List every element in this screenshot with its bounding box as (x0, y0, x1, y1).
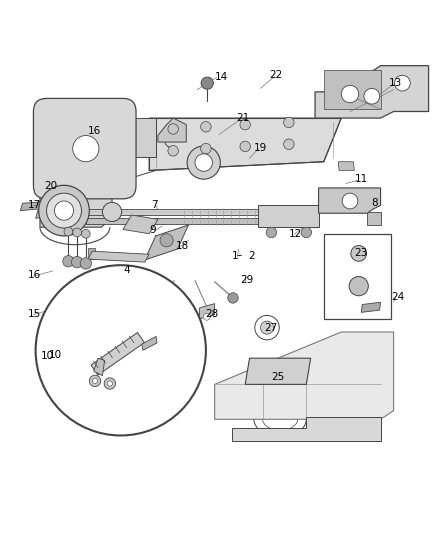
Circle shape (261, 321, 274, 334)
Polygon shape (91, 333, 145, 375)
Circle shape (301, 227, 311, 238)
Circle shape (35, 265, 206, 435)
Text: 25: 25 (272, 372, 285, 382)
Circle shape (80, 258, 92, 269)
Circle shape (39, 185, 89, 236)
Circle shape (73, 228, 81, 237)
Bar (324, 234, 392, 319)
Polygon shape (149, 118, 341, 171)
Circle shape (89, 375, 101, 386)
Circle shape (255, 316, 279, 340)
Text: –: – (237, 251, 242, 261)
Text: 20: 20 (44, 181, 57, 191)
Circle shape (92, 378, 98, 384)
Text: 18: 18 (175, 240, 189, 251)
Polygon shape (232, 417, 381, 441)
Circle shape (104, 378, 116, 389)
Polygon shape (158, 118, 186, 142)
Circle shape (195, 154, 212, 171)
Text: 2: 2 (248, 251, 255, 261)
Polygon shape (44, 111, 71, 127)
Text: 28: 28 (205, 309, 218, 319)
Circle shape (342, 193, 358, 209)
Circle shape (284, 117, 294, 128)
Text: 11: 11 (354, 174, 367, 184)
Polygon shape (367, 212, 381, 225)
Circle shape (63, 256, 74, 267)
Polygon shape (94, 358, 105, 376)
Text: 16: 16 (88, 126, 101, 136)
Circle shape (168, 146, 178, 156)
Text: 7: 7 (151, 200, 158, 211)
Text: 21: 21 (237, 113, 250, 123)
Polygon shape (199, 304, 215, 319)
Text: 10: 10 (41, 351, 54, 361)
Polygon shape (123, 215, 158, 234)
Circle shape (240, 141, 251, 152)
Text: 14: 14 (215, 71, 228, 82)
Circle shape (201, 143, 211, 154)
Text: 19: 19 (254, 143, 267, 153)
Circle shape (203, 313, 210, 320)
Circle shape (341, 85, 359, 103)
Text: 24: 24 (392, 292, 405, 302)
Circle shape (81, 229, 90, 238)
Circle shape (187, 146, 220, 179)
Circle shape (46, 193, 81, 228)
Circle shape (284, 139, 294, 149)
Text: 17: 17 (28, 199, 42, 209)
Text: 4: 4 (123, 265, 130, 275)
Polygon shape (142, 336, 157, 350)
Circle shape (228, 293, 238, 303)
Polygon shape (338, 161, 354, 171)
Polygon shape (46, 123, 60, 144)
Circle shape (201, 122, 211, 132)
Text: 16: 16 (28, 270, 41, 280)
Polygon shape (127, 118, 155, 157)
Polygon shape (127, 171, 155, 179)
Polygon shape (40, 184, 112, 227)
FancyBboxPatch shape (33, 99, 136, 199)
Polygon shape (86, 209, 319, 215)
Circle shape (201, 77, 213, 89)
Polygon shape (215, 332, 394, 419)
Text: 27: 27 (264, 324, 277, 334)
Polygon shape (145, 225, 188, 260)
Polygon shape (315, 66, 428, 118)
Circle shape (240, 119, 251, 130)
Circle shape (160, 234, 173, 247)
Polygon shape (324, 70, 381, 109)
Text: 1: 1 (232, 251, 239, 261)
Circle shape (73, 135, 99, 161)
Circle shape (351, 246, 367, 261)
Polygon shape (86, 217, 319, 224)
Polygon shape (318, 188, 381, 213)
Polygon shape (88, 248, 95, 259)
Text: 12: 12 (289, 229, 302, 239)
Polygon shape (88, 251, 149, 262)
Circle shape (349, 277, 368, 296)
Polygon shape (20, 202, 42, 211)
Circle shape (395, 75, 410, 91)
Text: 9: 9 (149, 225, 156, 235)
Circle shape (64, 227, 73, 236)
Circle shape (168, 124, 178, 134)
Circle shape (54, 201, 74, 220)
Circle shape (364, 88, 380, 104)
Text: 22: 22 (269, 70, 283, 80)
Text: 23: 23 (354, 248, 367, 259)
Text: 8: 8 (371, 198, 378, 208)
Polygon shape (258, 205, 319, 227)
Circle shape (71, 256, 83, 268)
Text: 15: 15 (28, 309, 42, 319)
Polygon shape (361, 302, 381, 312)
Circle shape (102, 203, 122, 222)
Polygon shape (245, 358, 311, 384)
Text: 13: 13 (389, 78, 403, 88)
Circle shape (266, 227, 277, 238)
Polygon shape (35, 206, 57, 219)
Text: 10: 10 (49, 350, 62, 360)
Circle shape (107, 381, 113, 386)
Text: 29: 29 (240, 276, 253, 286)
